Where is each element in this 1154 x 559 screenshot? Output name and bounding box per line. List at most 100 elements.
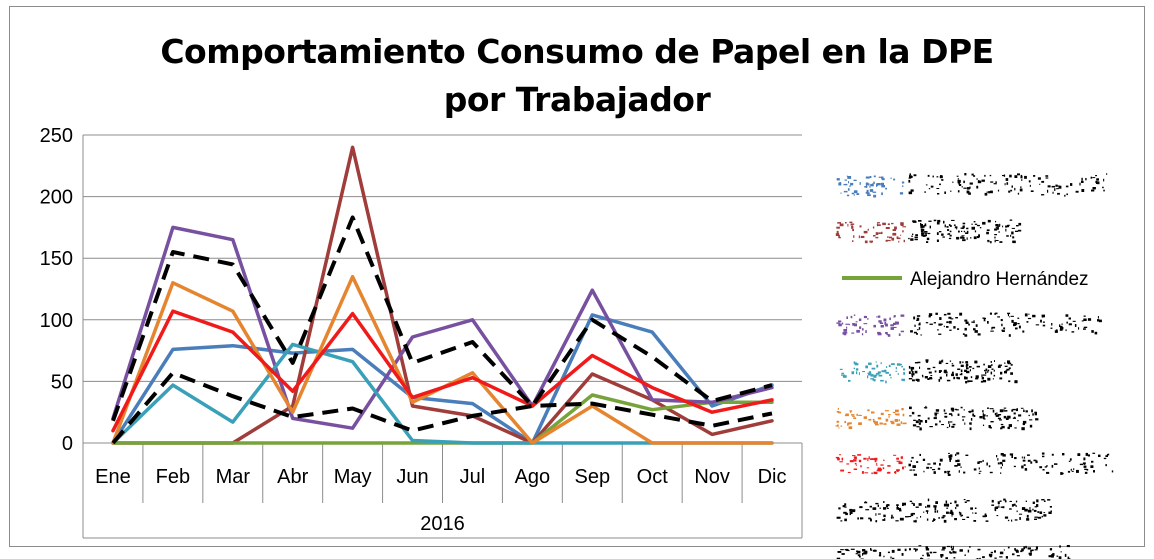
legend-speck	[973, 520, 977, 522]
legend-speck	[943, 313, 947, 316]
legend-speck	[1018, 414, 1022, 417]
legend-speck	[916, 317, 920, 321]
legend-speck	[914, 362, 918, 364]
legend-speck	[1051, 464, 1054, 468]
legend-speck	[944, 412, 947, 415]
legend-speck	[1083, 326, 1088, 328]
legend-speck	[1040, 319, 1042, 323]
legend-speck	[1017, 317, 1020, 319]
legend-speck	[1023, 410, 1025, 412]
legend-speck	[1004, 365, 1008, 367]
legend-speck	[902, 230, 904, 233]
legend-speck	[941, 233, 944, 236]
legend-speck	[921, 232, 925, 235]
legend-speck	[933, 505, 937, 508]
legend-speck	[1004, 362, 1006, 364]
legend-speck	[845, 413, 849, 417]
legend-speck	[878, 374, 883, 377]
legend-speck	[890, 376, 892, 379]
legend-speck	[1022, 420, 1027, 424]
legend-speck	[869, 176, 872, 178]
legend-speck	[966, 230, 969, 234]
legend-speck	[1007, 546, 1010, 549]
legend-speck	[895, 367, 897, 370]
legend-speck	[971, 223, 973, 225]
legend-speck	[949, 360, 952, 362]
series-line	[111, 145, 774, 445]
legend-speck	[954, 226, 958, 229]
legend-speck	[1031, 409, 1033, 413]
legend-speck	[849, 511, 853, 514]
legend-speck	[969, 369, 971, 372]
legend-speck	[1064, 194, 1066, 197]
legend-speck	[924, 376, 928, 379]
legend-speck	[870, 183, 874, 187]
legend-speck	[1018, 325, 1021, 329]
legend-speck	[1007, 426, 1010, 430]
legend-speck	[855, 321, 858, 323]
legend-speck	[1035, 418, 1039, 421]
legend-speck	[879, 552, 882, 555]
legend-speck	[1071, 331, 1075, 333]
legend-speck	[856, 550, 861, 554]
legend-speck	[839, 223, 844, 227]
legend-speck	[1033, 175, 1036, 177]
legend-speck	[1002, 454, 1006, 457]
legend-speck	[986, 371, 989, 373]
legend-speck	[858, 459, 862, 463]
legend-speck	[1054, 463, 1058, 465]
legend-speck	[1010, 364, 1013, 366]
legend-speck	[988, 191, 991, 194]
legend-speck	[1058, 556, 1062, 559]
legend-speck	[912, 424, 917, 427]
legend-speck	[1085, 452, 1088, 456]
legend-speck	[998, 505, 1000, 508]
legend-speck	[1014, 427, 1017, 429]
legend-speck	[870, 241, 872, 244]
legend-speck	[928, 220, 932, 222]
legend-speck	[1014, 416, 1016, 419]
legend-speck	[1009, 453, 1014, 456]
legend-speck	[870, 378, 875, 380]
legend-speck	[836, 230, 839, 234]
legend-speck	[892, 411, 896, 413]
legend-speck	[1023, 546, 1025, 550]
legend-speck	[993, 369, 995, 372]
legend-speck	[959, 549, 963, 552]
legend-speck	[1000, 427, 1003, 430]
legend-speck	[861, 471, 864, 474]
legend-speck	[1064, 553, 1067, 557]
legend-speck	[886, 239, 891, 242]
legend-speck	[964, 554, 966, 556]
legend-speck	[986, 191, 988, 193]
legend-speck	[976, 365, 980, 368]
legend-speck	[873, 235, 876, 237]
legend-speck	[898, 461, 903, 465]
legend-speck	[890, 517, 893, 519]
legend-speck	[1083, 465, 1087, 468]
legend-speck	[988, 465, 991, 468]
legend-speck	[887, 223, 889, 225]
legend-item	[839, 359, 1018, 384]
legend-speck	[945, 416, 947, 418]
legend-speck	[989, 408, 992, 410]
legend-speck	[877, 504, 879, 507]
legend-speck	[941, 549, 945, 551]
legend-speck	[852, 509, 856, 513]
legend-speck	[1032, 501, 1035, 504]
legend-speck	[1003, 409, 1005, 412]
legend-speck	[887, 551, 890, 554]
legend-speck	[1016, 225, 1019, 227]
legend-speck	[849, 512, 851, 516]
legend-speck	[1002, 175, 1005, 177]
legend-speck	[982, 515, 986, 518]
legend-speck	[918, 545, 922, 547]
legend-speck	[911, 411, 915, 415]
x-tick-label: Abr	[277, 466, 308, 488]
legend-speck	[865, 501, 867, 503]
legend-speck	[925, 184, 928, 186]
legend-speck	[882, 222, 886, 226]
legend-speck	[1055, 329, 1058, 332]
legend-speck	[873, 324, 876, 328]
legend-speck	[966, 190, 970, 194]
